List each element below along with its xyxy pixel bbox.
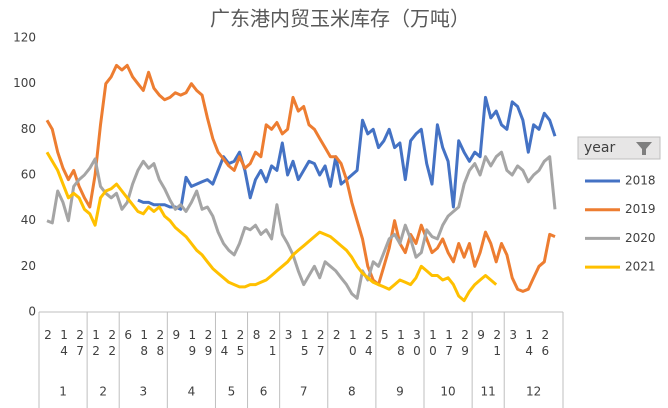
y-tick-label: 0 [28, 305, 36, 319]
x-tick-label: 2 [41, 328, 55, 344]
x-tick-label: 29 [201, 328, 215, 360]
series-line [46, 150, 557, 300]
x-tick-label: 19 [185, 328, 199, 360]
group-label: 5 [228, 385, 236, 399]
filter-icon [636, 142, 652, 155]
chart-title: 广东港内贸玉米库存（万吨） [210, 7, 470, 31]
series-line [45, 151, 498, 303]
y-tick-label: 60 [21, 168, 36, 182]
series-line [137, 95, 557, 211]
series-line [45, 63, 556, 293]
legend-label: 2021 [625, 260, 656, 274]
x-tick-label: 22 [105, 328, 119, 360]
x-tick-label: 26 [538, 328, 552, 360]
x-tick-label: 21 [490, 328, 504, 360]
y-tick-label: 120 [13, 31, 36, 45]
x-tick-label: 8 [250, 328, 264, 344]
x-tick-label: 9 [474, 328, 488, 344]
y-tick-label: 80 [21, 122, 36, 136]
x-tick-label: 28 [153, 328, 167, 360]
group-label: 10 [440, 385, 455, 399]
y-tick-label: 40 [21, 213, 36, 227]
y-tick-label: 100 [13, 76, 36, 90]
legend-label: 2019 [625, 202, 656, 216]
group-label: 12 [526, 385, 541, 399]
x-tick-label: 25 [234, 328, 248, 360]
y-tick-label: 20 [21, 259, 36, 273]
group-label: 8 [348, 385, 356, 399]
x-tick-label: 14 [522, 328, 536, 360]
x-tick-label: 12 [89, 328, 103, 360]
x-tick-label: 3 [282, 328, 296, 344]
x-tick-label: 5 [378, 328, 392, 344]
x-tick-label: 27 [314, 328, 328, 360]
x-tick-label: 29 [458, 328, 472, 360]
x-tick-label: 9 [169, 328, 183, 344]
x-tick-label: 15 [298, 328, 312, 360]
x-tick-label: 2 [330, 328, 344, 344]
x-tick-label: 6 [121, 328, 135, 344]
group-label: 6 [260, 385, 268, 399]
legend-label: 2020 [625, 231, 656, 245]
x-tick-label: 18 [137, 328, 151, 360]
x-tick-label: 10 [346, 328, 360, 360]
group-label: 11 [481, 385, 496, 399]
legend-label: 2018 [625, 174, 656, 188]
x-tick-label: 10 [426, 328, 440, 360]
x-tick-label: 27 [73, 328, 87, 360]
x-tick-label: 24 [362, 328, 376, 360]
x-tick-label: 18 [394, 328, 408, 360]
x-tick-label: 17 [442, 328, 456, 360]
group-label: 2 [99, 385, 107, 399]
x-tick-label: 30 [410, 328, 424, 360]
group-label: 9 [396, 385, 404, 399]
group-label: 4 [188, 385, 196, 399]
x-tick-label: 3 [506, 328, 520, 344]
group-label: 7 [300, 385, 308, 399]
x-tick-label: 14 [57, 328, 71, 360]
group-label: 1 [59, 385, 67, 399]
legend-title: year [584, 140, 615, 156]
x-tick-label: 14 [217, 328, 231, 360]
group-label: 3 [139, 385, 147, 399]
x-tick-label: 21 [266, 328, 280, 360]
